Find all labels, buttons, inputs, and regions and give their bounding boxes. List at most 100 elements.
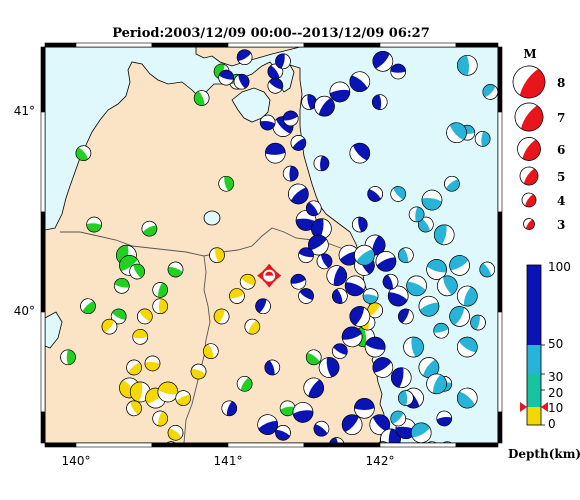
event-47: [288, 183, 309, 205]
event-9: [141, 220, 158, 237]
event-100: [221, 400, 238, 417]
event-126: [398, 247, 414, 264]
event-43: [367, 302, 383, 319]
event-138: [408, 206, 425, 223]
event-36: [229, 288, 245, 304]
event-105: [290, 273, 307, 290]
event-137: [390, 186, 406, 202]
event-37: [239, 273, 256, 290]
event-40: [163, 441, 179, 443]
legend-ball-3: [523, 218, 535, 230]
mainshock-tick-1: [265, 282, 274, 288]
event-59: [341, 326, 363, 348]
focal-mechanisms: [60, 49, 498, 443]
event-14: [110, 308, 127, 325]
event-85: [314, 95, 335, 117]
border-top-6: [455, 42, 499, 48]
event-25: [144, 355, 161, 372]
legend-ball-6: [517, 137, 541, 161]
border-top-2: [151, 42, 229, 48]
border-bottom-1: [75, 442, 153, 448]
event-93: [290, 135, 307, 151]
event-92: [313, 155, 330, 172]
event-146: [426, 373, 447, 395]
border-bottom-3: [227, 442, 305, 448]
border-left-0: [40, 46, 46, 113]
event-3: [75, 145, 92, 161]
legend-label-4: 4: [557, 194, 565, 208]
legend-ball-4: [521, 192, 537, 208]
border-top-0: [44, 42, 77, 48]
event-78: [375, 251, 397, 272]
border-bottom-2: [151, 442, 229, 448]
border-bottom-5: [379, 442, 457, 448]
event-111: [456, 55, 478, 76]
lon-tick-141: 141°: [214, 454, 243, 468]
legend-label-8: 8: [557, 76, 565, 90]
event-110: [367, 186, 383, 202]
event-33: [190, 363, 207, 380]
event-75: [364, 336, 386, 358]
event-15: [218, 175, 234, 192]
border-left-1: [40, 111, 46, 213]
event-17: [279, 400, 296, 417]
event-135: [390, 410, 406, 427]
event-74: [372, 357, 394, 378]
event-50: [311, 218, 332, 239]
mainshock-tick-0: [265, 263, 274, 269]
event-61: [318, 357, 340, 378]
colorbar-label-100: 100: [548, 260, 571, 274]
event-62: [303, 377, 325, 399]
event-106: [298, 288, 314, 304]
event-64: [313, 420, 330, 437]
event-142: [470, 314, 486, 331]
mainshock-tick-3: [276, 271, 282, 280]
colorbar-band-1: [527, 345, 541, 374]
lat-tick-40: 40°: [14, 304, 35, 318]
event-144: [375, 441, 391, 443]
event-129: [456, 336, 478, 358]
lat-tick-41: 41°: [14, 104, 35, 118]
event-16: [236, 376, 253, 392]
event-124: [418, 295, 440, 317]
colorbar-label-20: 20: [548, 386, 563, 400]
event-7: [129, 263, 145, 280]
depth-colorbar: [520, 264, 548, 426]
event-130: [403, 336, 424, 358]
colorbar-label-50: 50: [548, 337, 563, 351]
event-56: [344, 275, 366, 297]
event-115: [474, 131, 491, 147]
event-143: [410, 422, 432, 443]
event-98: [218, 69, 234, 86]
event-63: [292, 402, 314, 423]
event-60: [332, 343, 348, 359]
border-left-2: [40, 211, 46, 313]
colorbar-band-3: [527, 407, 541, 425]
map-area: [45, 47, 498, 443]
event-67: [354, 397, 375, 419]
event-79: [387, 285, 409, 307]
mainshock-beachball: [257, 263, 282, 288]
lake-towada: [203, 210, 221, 226]
event-127: [449, 306, 470, 327]
event-121: [426, 259, 447, 280]
mainshock-marker: [257, 263, 282, 288]
event-73: [390, 367, 412, 388]
border-right-4: [497, 411, 503, 444]
event-66: [341, 414, 363, 435]
event-0: [60, 349, 76, 366]
event-117: [421, 189, 443, 211]
event-54: [326, 265, 348, 286]
colorbar-label-30: 30: [548, 370, 563, 384]
event-24: [126, 359, 142, 376]
event-139: [354, 244, 375, 266]
legend-label-5: 5: [557, 170, 565, 184]
legend-label-6: 6: [557, 143, 565, 157]
event-119: [433, 224, 455, 246]
event-112: [482, 84, 498, 100]
event-6: [113, 278, 130, 294]
border-left-4: [40, 411, 46, 444]
legend-ball-7: [514, 102, 544, 132]
event-81: [398, 308, 414, 325]
